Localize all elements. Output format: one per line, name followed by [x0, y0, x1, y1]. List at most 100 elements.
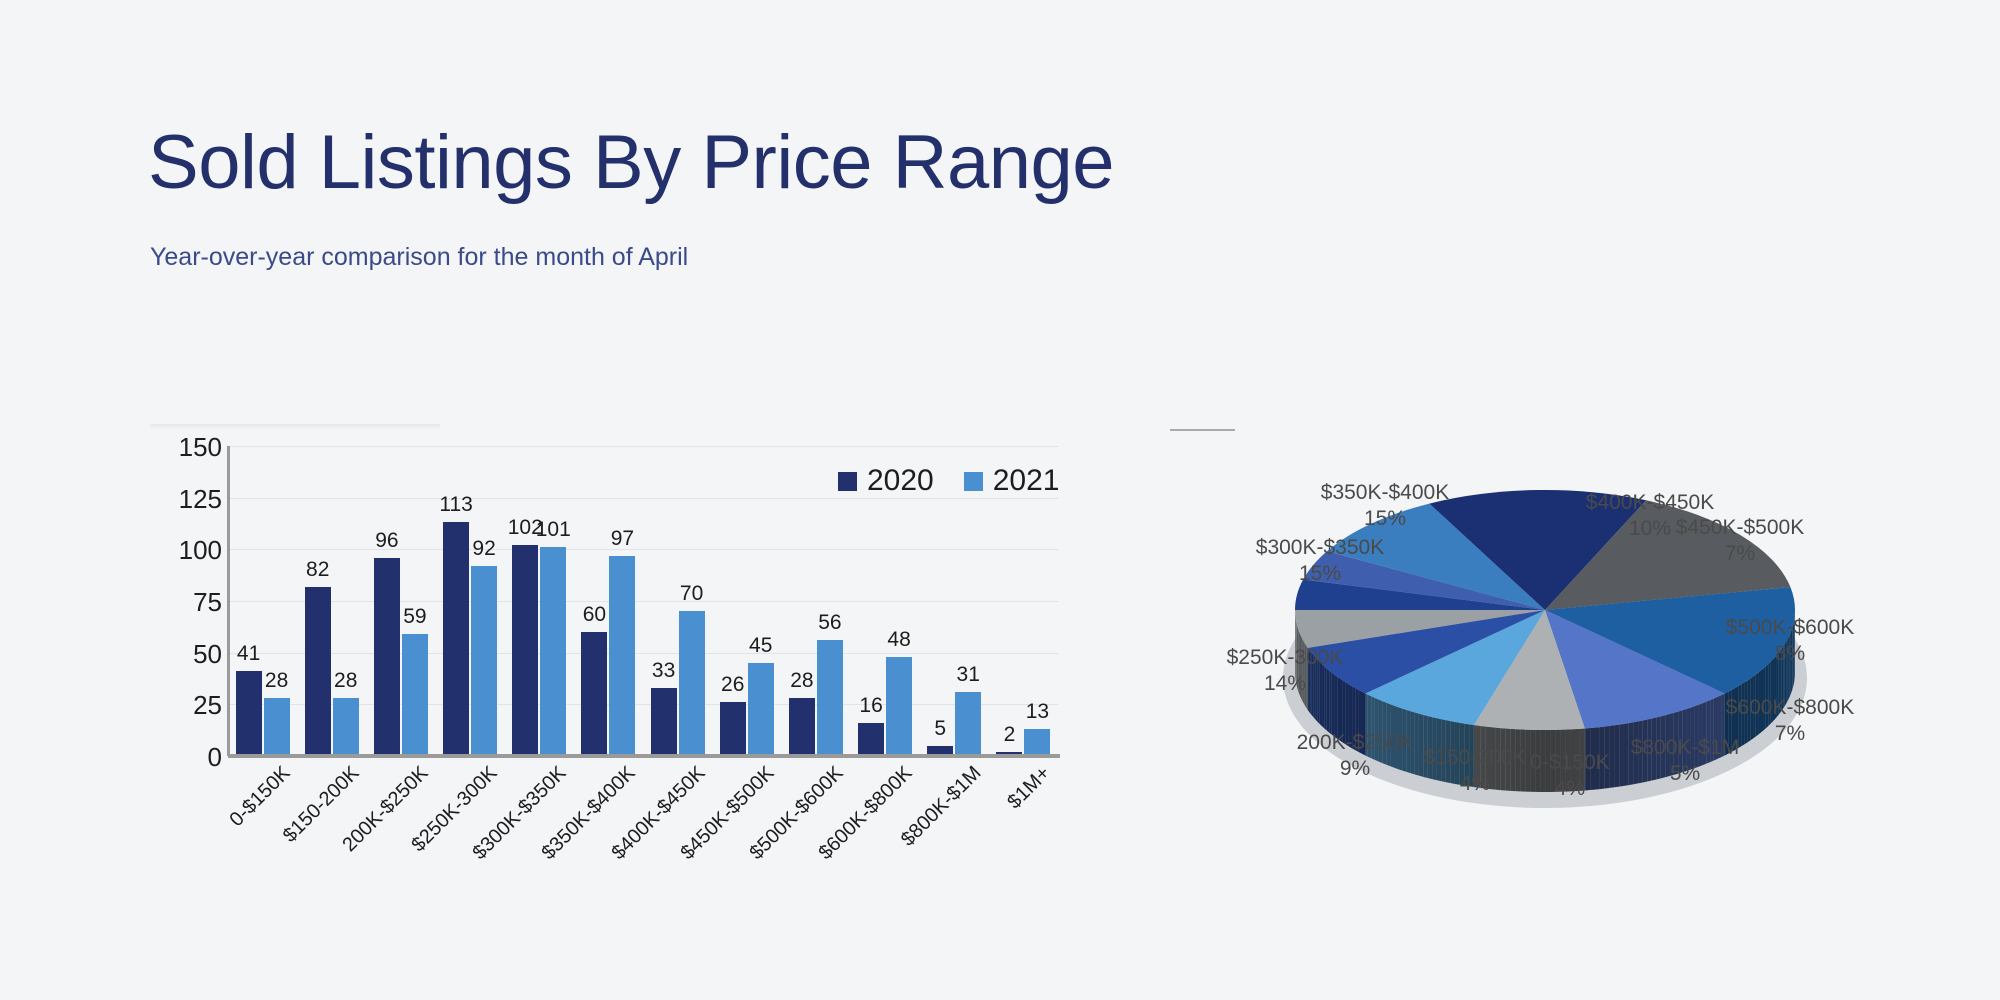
bar-value-label: 45 [749, 634, 773, 657]
pie-label-name: $500K-$600K [1725, 616, 1855, 639]
pie-slice-0150K[interactable] [1295, 579, 1545, 610]
pie-slice-side [1774, 655, 1777, 720]
chart-legend: 2020 2021 [838, 464, 1060, 498]
bar-group: 60 97 [574, 446, 643, 756]
pie-slice-side [1298, 629, 1300, 694]
bar-2021[interactable]: 13 [1024, 700, 1051, 756]
pie-slice-side [1427, 715, 1433, 780]
pie-slice-500K600K[interactable] [1365, 610, 1545, 726]
pie-slice-side [1490, 727, 1496, 790]
pie-slice-side [1326, 668, 1330, 733]
bar-2020[interactable]: 60 [581, 603, 608, 756]
pie-slice-side [1348, 684, 1353, 749]
bar-2020[interactable]: 2 [996, 723, 1023, 756]
pie-slice-side [1778, 650, 1781, 716]
pie-label-percent: 7% [1774, 722, 1806, 745]
bar-group: 26 45 [712, 446, 781, 756]
pie-chart: $350K-$400K 15% $400K-$450K 10% $450K-$500K 7… [1150, 410, 1980, 880]
pie-slice-350K400K[interactable] [1545, 587, 1795, 694]
gridline [228, 601, 1058, 602]
pie-slice-side [1402, 708, 1407, 772]
gridline [228, 704, 1058, 706]
bar-2021[interactable]: 92 [471, 537, 498, 756]
pie-slice-side [1331, 672, 1335, 737]
pie-slice-side [1614, 724, 1620, 788]
pie-slice-side [1791, 627, 1793, 693]
pie-slice-side [1300, 633, 1302, 699]
bar-2021[interactable]: 45 [747, 634, 774, 756]
bar-2020[interactable]: 102 [508, 516, 543, 756]
pie-slice-200K250K[interactable] [1327, 503, 1545, 610]
pie-slice-side [1311, 653, 1314, 718]
bar-2020[interactable]: 16 [858, 694, 885, 756]
pie-slice-450K500K[interactable] [1473, 610, 1585, 730]
bar-2021[interactable]: 59 [401, 605, 428, 756]
pie-slice-side [1694, 704, 1699, 769]
pie-slice-side [1303, 640, 1305, 706]
pie-slice-800K1M[interactable] [1295, 610, 1545, 648]
pie-slice-side [1628, 722, 1634, 786]
bar-2020[interactable]: 82 [304, 558, 331, 756]
pie-slice-side [1418, 713, 1424, 777]
bar-value-label: 101 [535, 518, 571, 542]
bar-2020[interactable]: 33 [650, 659, 677, 756]
pie-slice-side [1713, 696, 1718, 761]
pie-slice-side [1436, 718, 1442, 782]
y-axis-tick-label: 25 [193, 690, 222, 721]
pie-slice-150200K[interactable] [1303, 551, 1545, 610]
pie-slice-600K800K[interactable] [1307, 610, 1545, 694]
pie-slice-250K300K[interactable] [1429, 490, 1647, 610]
pie-slice-side [1560, 729, 1566, 792]
bar-2021[interactable]: 28 [263, 669, 290, 756]
pie-label-percent: 9% [1339, 757, 1371, 780]
pie-slice-side [1352, 686, 1356, 751]
bar-2021[interactable]: 31 [955, 663, 982, 756]
pie-slice-side [1781, 646, 1784, 711]
pie-slice-side [1464, 723, 1470, 787]
pie-slice-side [1382, 701, 1387, 765]
bar-group: 5 31 [920, 446, 989, 756]
bar-value-label: 13 [1025, 700, 1050, 724]
pie-slice-side [1545, 729, 1551, 792]
pie-slice-300K350K[interactable] [1545, 500, 1791, 610]
bar-2021[interactable]: 97 [609, 527, 636, 756]
pie-label-name: 200K-$250K [1296, 731, 1414, 754]
bar-2020[interactable]: 5 [927, 717, 954, 756]
pie-slice-side [1599, 726, 1605, 790]
pie-slice-side [1734, 686, 1739, 751]
pie-slice-label: $350K-$400K 15% [1310, 480, 1460, 532]
pie-label-percent: 5% [1669, 762, 1701, 785]
y-axis-tick-label: 150 [178, 432, 222, 462]
bar-2021[interactable]: 56 [816, 611, 843, 756]
pie-slice-side [1633, 721, 1639, 785]
pie-slice-side [1342, 680, 1346, 745]
pie-slice-side [1784, 641, 1787, 707]
pie-slice-side [1301, 636, 1303, 701]
bar-2020[interactable]: 28 [788, 669, 815, 756]
bar-2020[interactable]: 26 [719, 673, 746, 756]
pie-label-percent: 14% [1263, 672, 1307, 695]
bar-2020[interactable]: 41 [235, 642, 262, 756]
pie-slice-label: $500K-$600K 8% [1715, 615, 1865, 667]
pie-slice-side [1686, 707, 1691, 771]
pie-label-name: $350K-$400K [1320, 481, 1450, 504]
pie-slice-side [1308, 648, 1311, 714]
bar-2021[interactable]: 48 [886, 628, 913, 756]
pie-slice-400K450K[interactable] [1545, 610, 1725, 729]
bar-2020[interactable]: 96 [373, 529, 400, 756]
pie-slice-side [1690, 706, 1695, 770]
bar-2020[interactable]: 113 [439, 493, 473, 756]
pie-slice-side [1788, 634, 1790, 700]
pie-slice-label: $250K-300K 14% [1210, 645, 1360, 697]
gridline [228, 446, 1058, 447]
pie-slice-side [1728, 689, 1732, 754]
pie-label-name: $150-200K [1423, 746, 1527, 769]
pie-slice-side [1760, 668, 1764, 733]
pie-slice-side [1768, 661, 1771, 727]
bar-2021[interactable]: 101 [536, 518, 571, 756]
pie-slice-side [1337, 676, 1340, 741]
pie-slice-side [1669, 712, 1674, 777]
bar-2021[interactable]: 28 [332, 669, 359, 756]
bar-2021[interactable]: 70 [678, 582, 705, 756]
